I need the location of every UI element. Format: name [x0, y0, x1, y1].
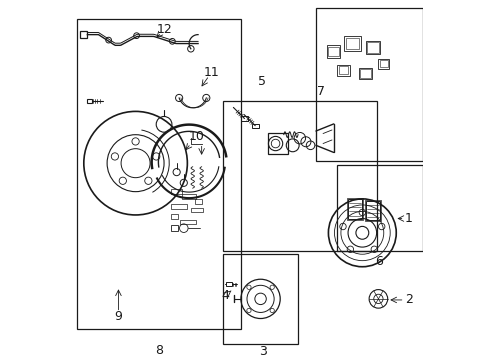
Bar — [190, 208, 203, 212]
Bar — [87, 99, 92, 103]
Text: 10: 10 — [188, 130, 204, 143]
Text: 5: 5 — [257, 75, 265, 87]
Text: 3: 3 — [259, 345, 267, 358]
Bar — [267, 133, 288, 154]
Bar — [180, 220, 196, 224]
Text: 4: 4 — [221, 289, 229, 302]
Bar — [378, 59, 388, 68]
Bar — [223, 101, 376, 251]
Bar — [347, 199, 362, 219]
Bar — [379, 60, 387, 67]
Bar — [346, 198, 362, 220]
Text: 8: 8 — [155, 344, 163, 357]
Text: 2: 2 — [404, 293, 412, 306]
Bar — [337, 165, 422, 251]
Bar — [345, 38, 358, 49]
Bar — [327, 47, 338, 57]
Bar — [326, 45, 340, 58]
Bar — [344, 36, 360, 51]
Bar — [241, 116, 247, 121]
Text: 11: 11 — [203, 66, 219, 78]
Bar — [194, 199, 201, 203]
Bar — [338, 66, 348, 74]
Bar — [77, 19, 241, 329]
Bar — [365, 201, 380, 220]
Text: 1: 1 — [404, 212, 412, 225]
Bar — [171, 204, 187, 208]
Bar — [360, 69, 370, 78]
Bar — [337, 65, 349, 76]
Bar — [80, 31, 86, 38]
Bar — [358, 68, 371, 79]
Bar — [225, 282, 232, 286]
Bar — [223, 254, 298, 343]
Bar — [171, 189, 182, 194]
Text: 12: 12 — [156, 23, 172, 36]
Text: 9: 9 — [114, 310, 122, 323]
Bar — [182, 194, 195, 199]
Bar — [251, 123, 258, 128]
Bar — [365, 41, 380, 54]
Bar — [365, 199, 380, 221]
Text: 7: 7 — [316, 85, 324, 98]
Bar — [171, 213, 178, 219]
Text: 6: 6 — [375, 255, 383, 268]
Bar — [366, 42, 378, 53]
Bar — [171, 225, 177, 231]
Bar — [315, 8, 422, 161]
